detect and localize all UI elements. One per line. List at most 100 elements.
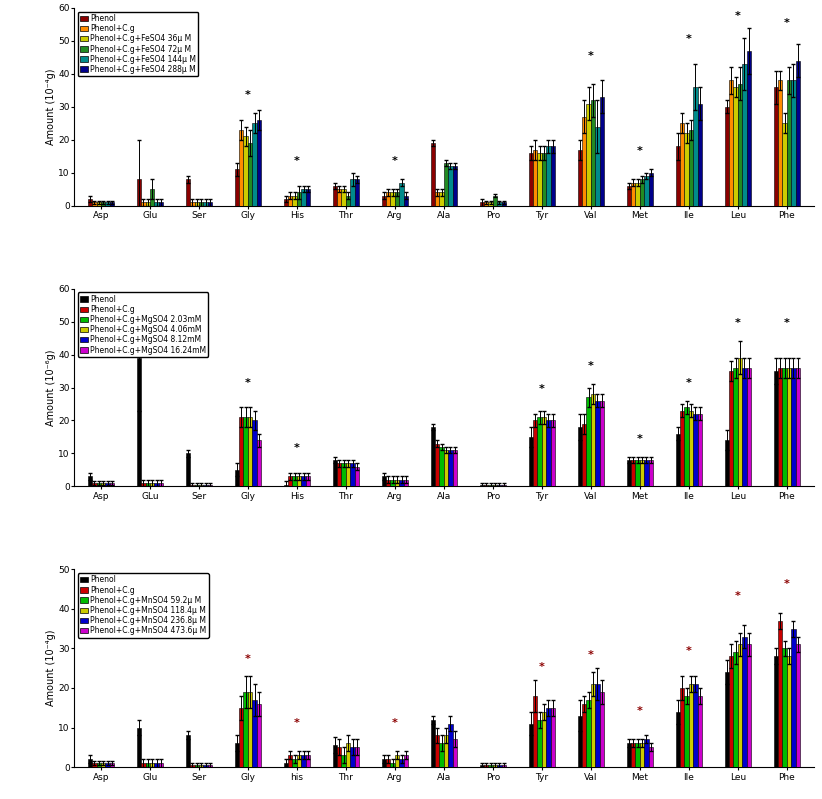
Bar: [774, 371, 778, 487]
Bar: [92, 763, 96, 767]
Bar: [493, 196, 497, 205]
Bar: [333, 186, 337, 205]
Bar: [234, 169, 239, 205]
Bar: [787, 368, 792, 487]
Bar: [208, 202, 212, 205]
Bar: [110, 483, 114, 487]
Bar: [203, 765, 208, 767]
Bar: [725, 672, 729, 767]
Bar: [792, 368, 796, 487]
Bar: [88, 476, 92, 487]
Bar: [591, 684, 595, 767]
Bar: [96, 763, 101, 767]
Bar: [203, 485, 208, 487]
Bar: [693, 87, 698, 205]
Bar: [390, 763, 395, 767]
Bar: [689, 411, 693, 487]
Bar: [649, 460, 653, 487]
Bar: [243, 692, 248, 767]
Bar: [453, 739, 457, 767]
Bar: [533, 696, 538, 767]
Bar: [145, 202, 150, 205]
Bar: [284, 485, 288, 487]
Bar: [582, 704, 586, 767]
Bar: [306, 189, 310, 205]
Bar: [297, 755, 302, 767]
Bar: [725, 440, 729, 487]
Bar: [302, 755, 306, 767]
Bar: [778, 81, 783, 205]
Bar: [631, 743, 635, 767]
Bar: [542, 153, 547, 205]
Bar: [631, 183, 635, 205]
Bar: [355, 179, 359, 205]
Bar: [480, 765, 484, 767]
Bar: [252, 123, 256, 205]
Bar: [435, 443, 440, 487]
Text: *: *: [686, 646, 692, 656]
Bar: [640, 460, 644, 487]
Bar: [698, 414, 702, 487]
Bar: [729, 81, 733, 205]
Bar: [92, 483, 96, 487]
Bar: [208, 485, 212, 487]
Bar: [453, 166, 457, 205]
Bar: [248, 417, 252, 487]
Text: *: *: [294, 443, 300, 453]
Bar: [284, 763, 288, 767]
Bar: [293, 476, 297, 487]
Bar: [435, 735, 440, 767]
Bar: [155, 763, 159, 767]
Bar: [676, 712, 680, 767]
Bar: [186, 453, 190, 487]
Text: *: *: [294, 156, 300, 166]
Bar: [698, 104, 702, 205]
Bar: [586, 700, 591, 767]
Bar: [578, 716, 582, 767]
Bar: [199, 765, 203, 767]
Bar: [355, 467, 359, 487]
Text: *: *: [784, 318, 790, 328]
Bar: [635, 183, 640, 205]
Text: *: *: [637, 706, 643, 716]
Text: *: *: [637, 434, 643, 443]
Bar: [746, 368, 751, 487]
Bar: [533, 420, 538, 487]
Bar: [350, 463, 355, 487]
Bar: [381, 196, 386, 205]
Bar: [774, 87, 778, 205]
Bar: [729, 371, 733, 487]
Bar: [787, 656, 792, 767]
Bar: [538, 153, 542, 205]
Bar: [497, 765, 501, 767]
Y-axis label: Amount (10⁻⁴g): Amount (10⁻⁴g): [45, 69, 56, 145]
Bar: [497, 202, 501, 205]
Bar: [484, 485, 488, 487]
Text: *: *: [588, 50, 593, 61]
Bar: [395, 193, 399, 205]
Bar: [136, 179, 141, 205]
Text: *: *: [294, 718, 300, 728]
Bar: [355, 747, 359, 767]
Bar: [297, 193, 302, 205]
Bar: [792, 81, 796, 205]
Bar: [644, 176, 649, 205]
Bar: [547, 420, 551, 487]
Bar: [680, 688, 685, 767]
Bar: [680, 411, 685, 487]
Text: *: *: [784, 579, 790, 589]
Bar: [582, 117, 586, 205]
Bar: [444, 163, 448, 205]
Bar: [234, 743, 239, 767]
Bar: [551, 420, 555, 487]
Bar: [448, 166, 453, 205]
Bar: [796, 61, 800, 205]
Bar: [96, 483, 101, 487]
Bar: [484, 202, 488, 205]
Bar: [542, 417, 547, 487]
Bar: [150, 189, 155, 205]
Bar: [501, 202, 506, 205]
Bar: [453, 450, 457, 487]
Bar: [586, 397, 591, 487]
Bar: [542, 712, 547, 767]
